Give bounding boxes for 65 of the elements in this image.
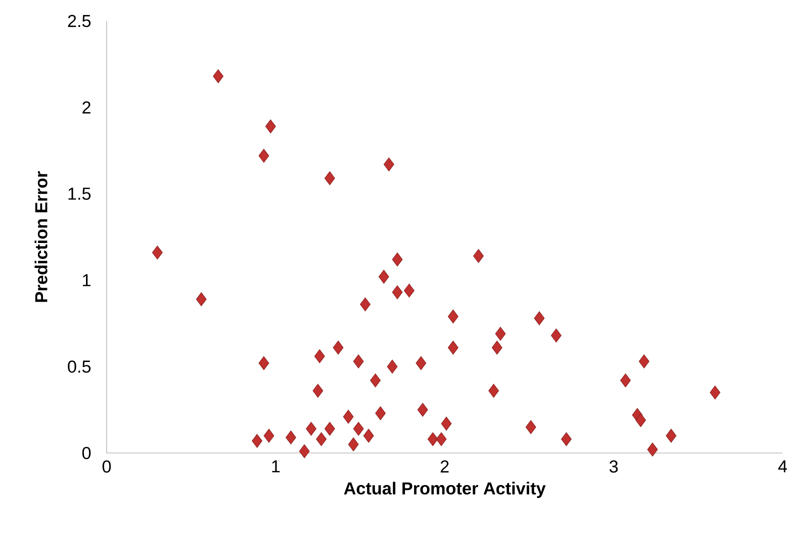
- point: [436, 432, 447, 446]
- point: [638, 354, 650, 368]
- point: [384, 157, 394, 172]
- point: [324, 422, 336, 436]
- x-tick-label: 3: [610, 460, 618, 473]
- point: [375, 406, 386, 420]
- point: [448, 340, 458, 355]
- point: [212, 69, 224, 84]
- point: [286, 430, 296, 444]
- point: [360, 297, 371, 312]
- point: [495, 326, 506, 341]
- point: [441, 416, 452, 431]
- y-tick-label: 1.5: [68, 188, 91, 200]
- y-axis-title: Prediction Error: [34, 171, 48, 302]
- point: [152, 246, 163, 260]
- point: [264, 428, 274, 443]
- point: [666, 428, 676, 443]
- x-axis-title: Actual Promoter Activity: [344, 482, 546, 498]
- y-tick-label: 2.5: [68, 14, 91, 28]
- point: [353, 422, 364, 436]
- point: [492, 340, 502, 355]
- point: [312, 384, 324, 398]
- y-tick-label: 2: [82, 101, 90, 114]
- point: [387, 360, 398, 374]
- point: [534, 311, 545, 326]
- point: [404, 284, 414, 298]
- point: [306, 422, 316, 436]
- point: [526, 420, 536, 434]
- point: [417, 402, 428, 417]
- point: [488, 384, 499, 398]
- x-tick-label: 0: [102, 460, 111, 473]
- point: [428, 432, 438, 446]
- point: [314, 349, 325, 364]
- point: [448, 310, 458, 324]
- point: [258, 356, 270, 370]
- point: [473, 249, 484, 263]
- x-tick-label: 2: [440, 460, 449, 472]
- y-tick-label: 1: [82, 274, 90, 286]
- point: [196, 292, 207, 306]
- point: [324, 171, 336, 186]
- point: [343, 410, 354, 424]
- point: [299, 444, 310, 458]
- point: [258, 148, 270, 163]
- point: [710, 386, 720, 400]
- point: [348, 437, 359, 452]
- point: [363, 428, 374, 443]
- point: [332, 340, 344, 355]
- x-tick-label: 4: [778, 460, 787, 472]
- point: [392, 252, 403, 266]
- point: [378, 270, 390, 284]
- point: [620, 373, 631, 388]
- point: [353, 354, 364, 368]
- y-tick-label: 0: [82, 446, 91, 460]
- point: [316, 432, 327, 446]
- point: [252, 434, 262, 448]
- x-tick-label: 1: [272, 460, 280, 472]
- y-tick-label: 0.5: [68, 360, 91, 373]
- point: [265, 119, 276, 134]
- point: [647, 442, 658, 456]
- point: [550, 328, 562, 342]
- point: [635, 413, 646, 428]
- point: [561, 432, 572, 446]
- point: [416, 356, 426, 370]
- point: [392, 285, 403, 300]
- point: [370, 373, 381, 388]
